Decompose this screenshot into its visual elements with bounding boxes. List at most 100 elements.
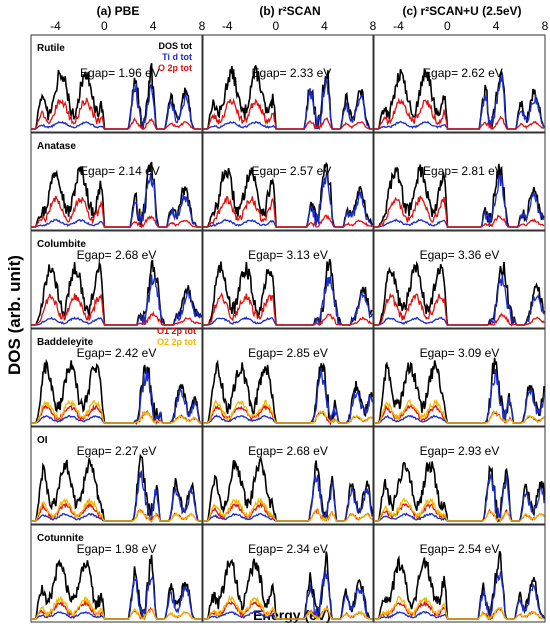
panel-anatase-r2scan: Egap= 2.57 eV bbox=[202, 132, 374, 231]
panel-frame bbox=[202, 524, 374, 623]
band-gap-label: Egap= 2.68 eV bbox=[77, 248, 157, 262]
x-tick-label-top: 8 bbox=[199, 19, 206, 33]
panel-columbite-r2scan-u: Egap= 3.36 eV bbox=[373, 230, 546, 329]
dos-series-o-2p bbox=[31, 195, 202, 229]
legend-entry: Ti d tot bbox=[162, 52, 192, 62]
panel-frame bbox=[30, 524, 203, 623]
panel-frame bbox=[373, 132, 546, 231]
panel-oi-r2scan-u: Egap= 2.93 eV bbox=[373, 426, 546, 525]
panel-frame bbox=[373, 328, 546, 427]
panel-frame bbox=[30, 426, 203, 525]
dos-series-o2-2p bbox=[203, 594, 373, 621]
panel-frame bbox=[202, 132, 374, 231]
band-gap-label: Egap= 2.33 eV bbox=[252, 66, 332, 80]
panel-columbite-r2scan: Egap= 3.13 eV bbox=[202, 230, 374, 329]
dos-series-o-2p bbox=[374, 97, 545, 131]
panel-oi-r2scan: Egap= 2.68 eV bbox=[202, 426, 374, 525]
band-gap-label: Egap= 2.85 eV bbox=[248, 346, 328, 360]
dos-series-o-2p bbox=[203, 291, 373, 327]
panel-oi-pbe: Egap= 2.27 eV OI bbox=[30, 426, 203, 525]
panel-baddeleyite-r2scan-u: Egap= 3.09 eV bbox=[373, 328, 546, 427]
band-gap-label: Egap= 2.62 eV bbox=[423, 66, 503, 80]
phase-label: Anatase bbox=[37, 141, 76, 152]
column-title-r2scan: (b) r²SCAN bbox=[259, 4, 320, 18]
legend-entry: O1 2p tot bbox=[157, 326, 196, 336]
dos-series-total bbox=[374, 460, 545, 523]
band-gap-label: Egap= 2.27 eV bbox=[77, 444, 157, 458]
panel-frame bbox=[202, 328, 374, 427]
dos-series-o-2p bbox=[31, 97, 202, 130]
band-gap-label: Egap= 2.54 eV bbox=[420, 542, 500, 556]
band-gap-label: Egap= 2.93 eV bbox=[420, 444, 500, 458]
phase-label: Columbite bbox=[37, 239, 86, 250]
band-gap-label: Egap= 1.96 eV bbox=[80, 66, 160, 80]
panel-frame bbox=[202, 426, 374, 525]
dos-series-ti-d bbox=[31, 172, 202, 228]
dos-series-o-2p bbox=[374, 292, 545, 326]
panel-frame bbox=[373, 34, 546, 133]
panel-frame bbox=[373, 524, 546, 623]
phase-label: OI bbox=[37, 435, 48, 446]
panel-anatase-pbe: Egap= 2.14 eV Anatase bbox=[30, 132, 203, 231]
panel-frame bbox=[202, 34, 374, 133]
dos-series-ti-d bbox=[203, 367, 373, 425]
band-gap-label: Egap= 3.36 eV bbox=[420, 248, 500, 262]
dos-series-o1-2p bbox=[374, 600, 545, 621]
dos-series-ti-d bbox=[203, 275, 373, 326]
x-tick-label-top: 8 bbox=[370, 19, 377, 33]
band-gap-label: Egap= 2.57 eV bbox=[252, 164, 332, 178]
dos-series-o2-2p bbox=[31, 399, 202, 425]
legend-entry: O 2p tot bbox=[158, 63, 192, 73]
x-tick-label-top: 4 bbox=[150, 19, 157, 33]
panel-grid: Egap= 1.96 eV -4 0 4 8 Rutile Egap= 2.33 eV -4 0… bbox=[30, 19, 549, 626]
band-gap-label: Egap= 3.13 eV bbox=[248, 248, 328, 262]
column-title-r2scan-u: (c) r²SCAN+U (2.5eV) bbox=[402, 4, 521, 18]
x-tick-label-top: 8 bbox=[542, 19, 549, 33]
dos-series-total bbox=[203, 359, 373, 426]
y-axis-label: DOS (arb. unit) bbox=[5, 255, 24, 375]
legend-entry: O2 2p tot bbox=[157, 337, 196, 347]
phase-label: Rutile bbox=[37, 43, 65, 54]
panel-rutile-pbe: Egap= 1.96 eV -4 0 4 8 Rutile bbox=[30, 19, 206, 133]
x-tick-label-top: 0 bbox=[101, 19, 108, 33]
dos-series-o2-2p bbox=[374, 595, 545, 620]
panel-cotunnite-pbe: Egap= 1.98 eV-4048Cotunnite bbox=[30, 524, 206, 626]
dos-series-o-2p bbox=[31, 293, 202, 326]
x-tick-label-top: -4 bbox=[50, 19, 61, 33]
x-tick-label-top: -4 bbox=[222, 19, 233, 33]
dos-series-o2-2p bbox=[31, 497, 202, 522]
x-tick-label-top: 0 bbox=[273, 19, 280, 33]
dos-series-o2-2p bbox=[203, 399, 373, 424]
dos-series-total bbox=[374, 357, 545, 424]
panel-baddeleyite-r2scan: Egap= 2.85 eV bbox=[202, 328, 374, 427]
dos-series-o-2p bbox=[374, 195, 545, 228]
band-gap-label: Egap= 2.14 eV bbox=[80, 164, 160, 178]
panel-rutile-r2scan: Egap= 2.33 eV -4 0 4 8 bbox=[202, 19, 377, 133]
panel-anatase-r2scan-u: Egap= 2.81 eV bbox=[373, 132, 546, 231]
band-gap-label: Egap= 2.68 eV bbox=[248, 444, 328, 458]
dos-series-ti-d bbox=[31, 574, 202, 620]
dos-series-o2-2p bbox=[31, 595, 202, 621]
phase-label: Cotunnite bbox=[37, 533, 84, 544]
panel-frame bbox=[30, 328, 203, 427]
band-gap-label: Egap= 3.09 eV bbox=[420, 346, 500, 360]
panel-frame bbox=[202, 230, 374, 329]
x-tick-label-top: 0 bbox=[444, 19, 451, 33]
dos-series-total bbox=[203, 258, 373, 326]
dos-series-o-2p bbox=[203, 195, 373, 228]
panel-frame bbox=[30, 230, 203, 329]
column-title-pbe: (a) PBE bbox=[97, 4, 140, 18]
dos-series-o2-2p bbox=[374, 398, 545, 424]
band-gap-label: Egap= 2.42 eV bbox=[77, 346, 157, 360]
band-gap-label: Egap= 1.98 eV bbox=[77, 542, 157, 556]
band-gap-label: Egap= 2.34 eV bbox=[248, 542, 328, 556]
panel-frame bbox=[373, 426, 546, 525]
dos-series-o2-2p bbox=[203, 497, 373, 522]
phase-label: Baddeleyite bbox=[37, 337, 94, 348]
dos-series-o2-2p bbox=[374, 497, 545, 524]
